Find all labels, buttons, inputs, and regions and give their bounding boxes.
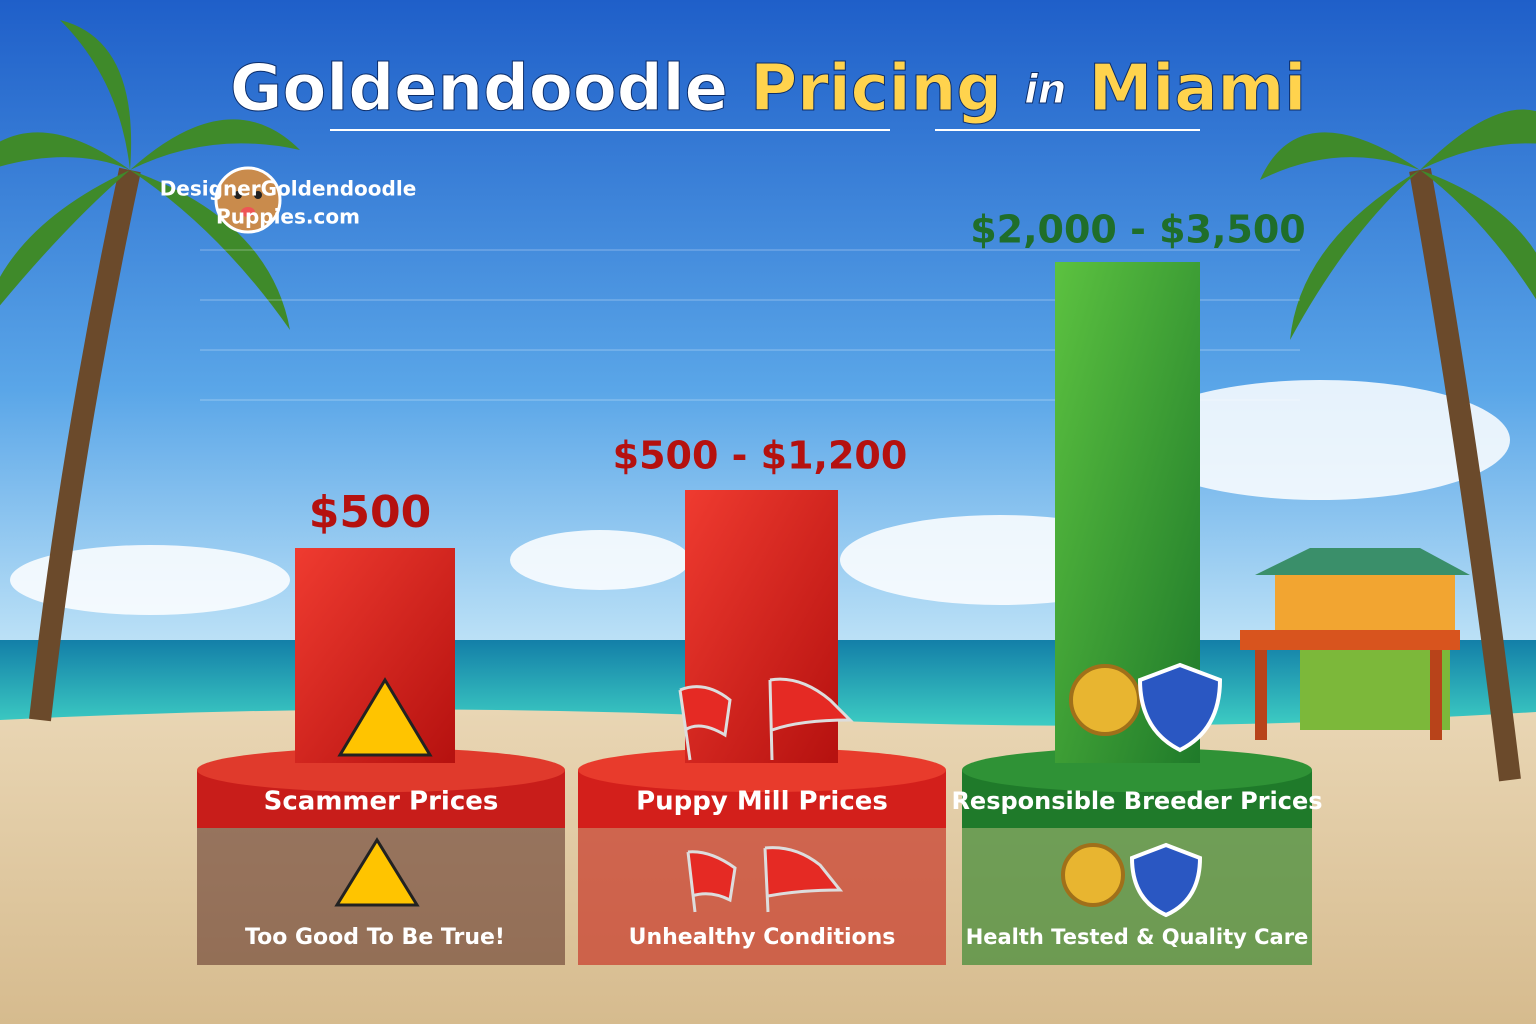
title-part: Pricing [750, 52, 1002, 126]
note-panel [962, 825, 1312, 965]
badge-icon [1061, 843, 1125, 907]
warning-icon [334, 837, 420, 907]
price-label: $500 - $1,200 [613, 434, 908, 478]
podium-top [197, 748, 565, 792]
tier-breeder: $2,000 - $3,500 Responsible Breeder Pric… [951, 208, 1323, 965]
palm-right [1260, 109, 1536, 782]
palm-left [0, 20, 300, 722]
title-part: in [1024, 67, 1066, 113]
tier-name: Puppy Mill Prices [636, 787, 888, 817]
title: Goldendoodle Pricing in Miami [230, 52, 1306, 126]
logo-text: DesignerGoldendoodle [160, 177, 417, 201]
logo-text: Puppies.com [216, 205, 360, 229]
podium-top [578, 748, 946, 792]
price-label: $500 [309, 487, 431, 538]
title-part: Goldendoodle [230, 52, 728, 126]
lifeguard-tower [1240, 548, 1470, 740]
logo: DesignerGoldendoodle Puppies.com [160, 166, 417, 234]
shield-icon [1129, 842, 1203, 918]
flag-icon [686, 850, 737, 913]
tier-name: Responsible Breeder Prices [951, 787, 1322, 815]
note-panel [578, 825, 946, 965]
badge-icon [1069, 664, 1141, 736]
title-part: Miami [1089, 52, 1306, 126]
flag-icon [763, 846, 844, 913]
tier-scammer: $500 Scammer Prices Too Good To Be True! [197, 487, 565, 965]
tier-name: Scammer Prices [264, 787, 499, 817]
flag-icon [678, 685, 732, 761]
flag-icon [768, 677, 854, 761]
podium-top [962, 748, 1312, 792]
price-label: $2,000 - $3,500 [970, 208, 1306, 252]
tier-puppy-mill: $500 - $1,200 Puppy Mill Prices Unhealth… [578, 434, 946, 965]
warning-icon [337, 677, 433, 757]
tier-note: Too Good To Be True! [245, 925, 505, 950]
tier-note: Health Tested & Quality Care [966, 925, 1309, 949]
tier-note: Unhealthy Conditions [629, 925, 896, 950]
shield-icon [1137, 662, 1223, 753]
